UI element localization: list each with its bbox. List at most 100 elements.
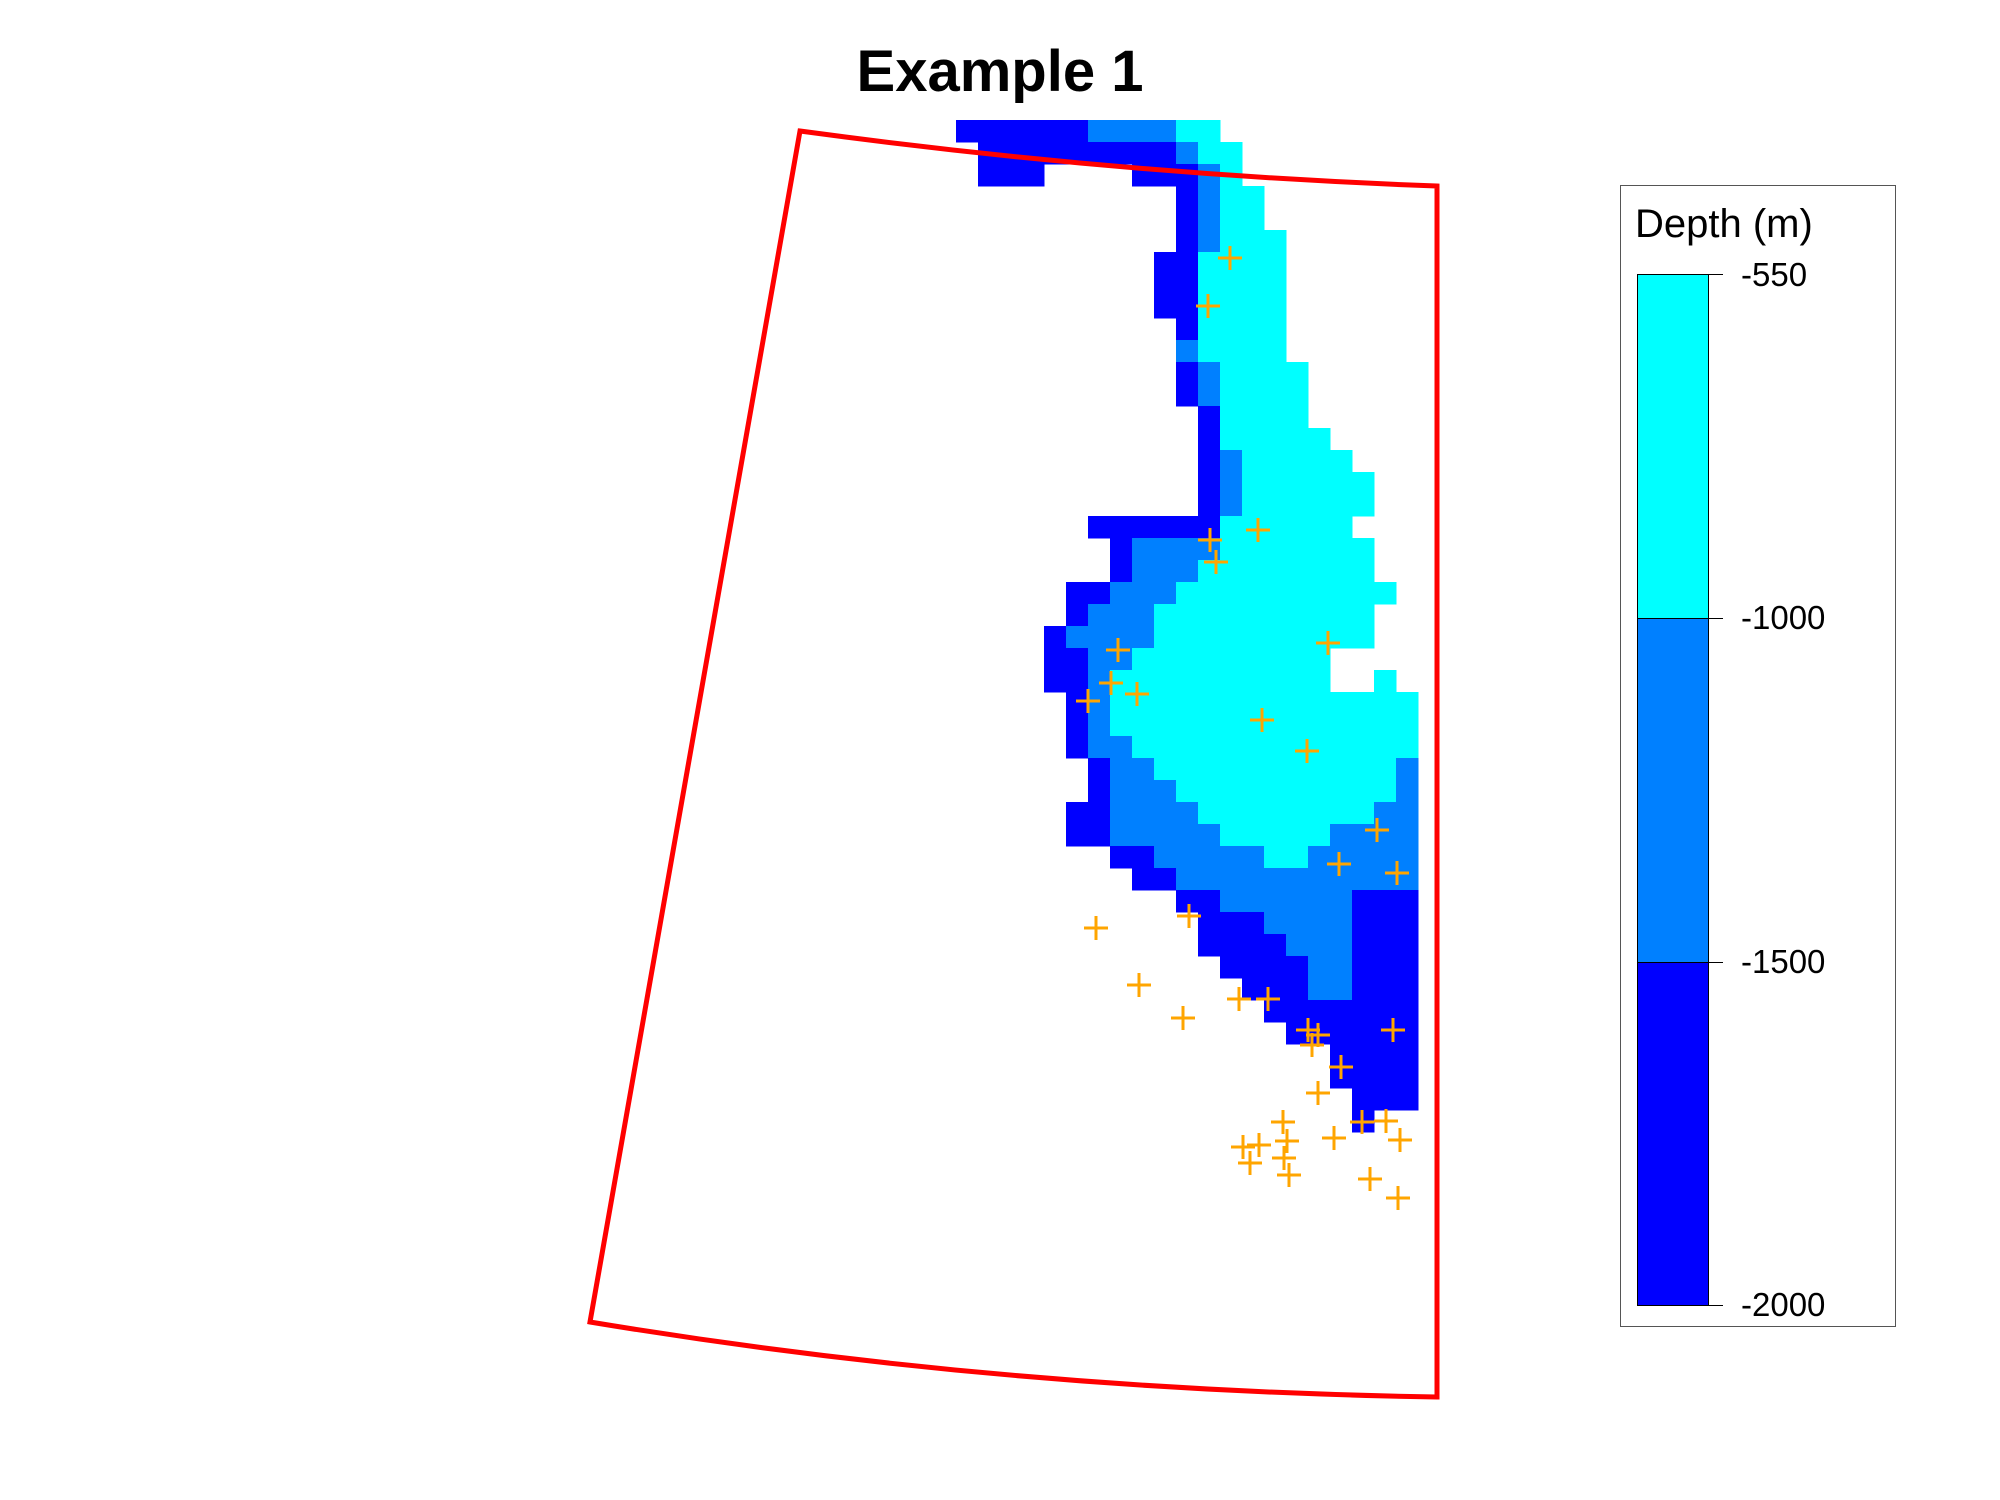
depth-cell: [1198, 362, 1221, 385]
depth-cell: [1264, 1000, 1287, 1023]
depth-cell: [1286, 802, 1309, 825]
depth-cell: [1264, 318, 1287, 341]
depth-cell: [1242, 626, 1265, 649]
depth-cell: [1374, 736, 1397, 759]
depth-cell: [1066, 692, 1089, 715]
depth-cell: [1198, 736, 1221, 759]
depth-cell: [1308, 494, 1331, 517]
depth-cell: [1374, 956, 1397, 979]
depth-cell: [1286, 956, 1309, 979]
depth-cell: [1066, 604, 1089, 627]
depth-cell: [1330, 516, 1353, 539]
depth-cell: [1396, 1044, 1419, 1067]
depth-cell: [1374, 758, 1397, 781]
depth-cell: [1132, 758, 1155, 781]
depth-cell: [1264, 450, 1287, 473]
depth-cell: [1198, 230, 1221, 253]
depth-cell: [1198, 384, 1221, 407]
depth-cell: [1132, 736, 1155, 759]
depth-cell: [1176, 780, 1199, 803]
depth-cell: [1132, 626, 1155, 649]
depth-cell: [1286, 472, 1309, 495]
depth-cell: [1264, 912, 1287, 935]
sample-point-marker: [1306, 1023, 1330, 1047]
depth-cell: [1396, 736, 1419, 759]
depth-cell: [1242, 692, 1265, 715]
sample-point-marker: [1198, 528, 1222, 552]
depth-cell: [1264, 472, 1287, 495]
depth-cell: [1154, 736, 1177, 759]
sample-point-marker: [1374, 1109, 1398, 1133]
depth-cell: [1286, 978, 1309, 1001]
depth-cell: [1374, 912, 1397, 935]
depth-cell: [1110, 714, 1133, 737]
sample-point-marker: [1329, 1055, 1353, 1079]
depth-cell: [1198, 780, 1221, 803]
depth-cell: [1198, 934, 1221, 957]
depth-cell: [1396, 802, 1419, 825]
depth-cell: [1022, 120, 1045, 143]
depth-cell: [1198, 868, 1221, 891]
depth-cell: [1176, 318, 1199, 341]
depth-cell: [1132, 714, 1155, 737]
depth-cell: [1308, 472, 1331, 495]
depth-cell: [1220, 494, 1243, 517]
depth-cell: [1308, 780, 1331, 803]
sample-point-marker: [1327, 852, 1351, 876]
depth-cell: [1132, 868, 1155, 891]
depth-cell: [1242, 560, 1265, 583]
sample-point-marker: [1322, 1126, 1346, 1150]
depth-cell: [1264, 296, 1287, 319]
depth-cell: [1264, 956, 1287, 979]
depth-cell: [1264, 736, 1287, 759]
depth-cell: [1198, 494, 1221, 517]
depth-cell: [1220, 450, 1243, 473]
sample-point-marker: [1277, 1163, 1301, 1187]
sample-point-marker: [1316, 631, 1340, 655]
depth-cell: [1330, 450, 1353, 473]
legend-swatch-deep: [1637, 962, 1709, 1306]
depth-cell: [1154, 714, 1177, 737]
depth-cell: [1176, 274, 1199, 297]
depth-cell: [1176, 802, 1199, 825]
depth-cell: [1088, 142, 1111, 165]
depth-cell: [1176, 582, 1199, 605]
depth-cell: [1264, 824, 1287, 847]
sample-point-marker: [1358, 1167, 1382, 1191]
depth-cell: [1198, 626, 1221, 649]
depth-cell: [1220, 274, 1243, 297]
depth-cell: [1154, 692, 1177, 715]
depth-cell: [1220, 868, 1243, 891]
depth-cell: [1352, 1000, 1375, 1023]
depth-cell: [1176, 714, 1199, 737]
depth-cell: [1330, 582, 1353, 605]
depth-cell: [1352, 912, 1375, 935]
depth-cell: [1220, 560, 1243, 583]
depth-cell: [1198, 692, 1221, 715]
depth-cell: [1066, 582, 1089, 605]
sample-point-marker: [1106, 638, 1130, 662]
depth-cell: [1242, 362, 1265, 385]
depth-cell: [1154, 120, 1177, 143]
depth-cell: [1154, 846, 1177, 869]
depth-cell: [1396, 824, 1419, 847]
depth-cell: [1330, 560, 1353, 583]
sample-point-marker: [1246, 518, 1270, 542]
depth-cell: [1066, 626, 1089, 649]
depth-cell: [1176, 538, 1199, 561]
depth-cell: [1176, 384, 1199, 407]
legend-label: -550: [1741, 256, 1808, 294]
depth-cell: [1374, 890, 1397, 913]
depth-cell: [1088, 648, 1111, 671]
depth-cell: [1308, 560, 1331, 583]
depth-cell: [1352, 802, 1375, 825]
depth-cell: [1330, 758, 1353, 781]
depth-cell: [1154, 560, 1177, 583]
depth-cell: [1264, 846, 1287, 869]
depth-cell: [1330, 626, 1353, 649]
depth-cell: [1330, 692, 1353, 715]
depth-cell: [1330, 956, 1353, 979]
depth-cell: [1352, 560, 1375, 583]
depth-cell: [1198, 802, 1221, 825]
sample-point-marker: [1084, 916, 1108, 940]
